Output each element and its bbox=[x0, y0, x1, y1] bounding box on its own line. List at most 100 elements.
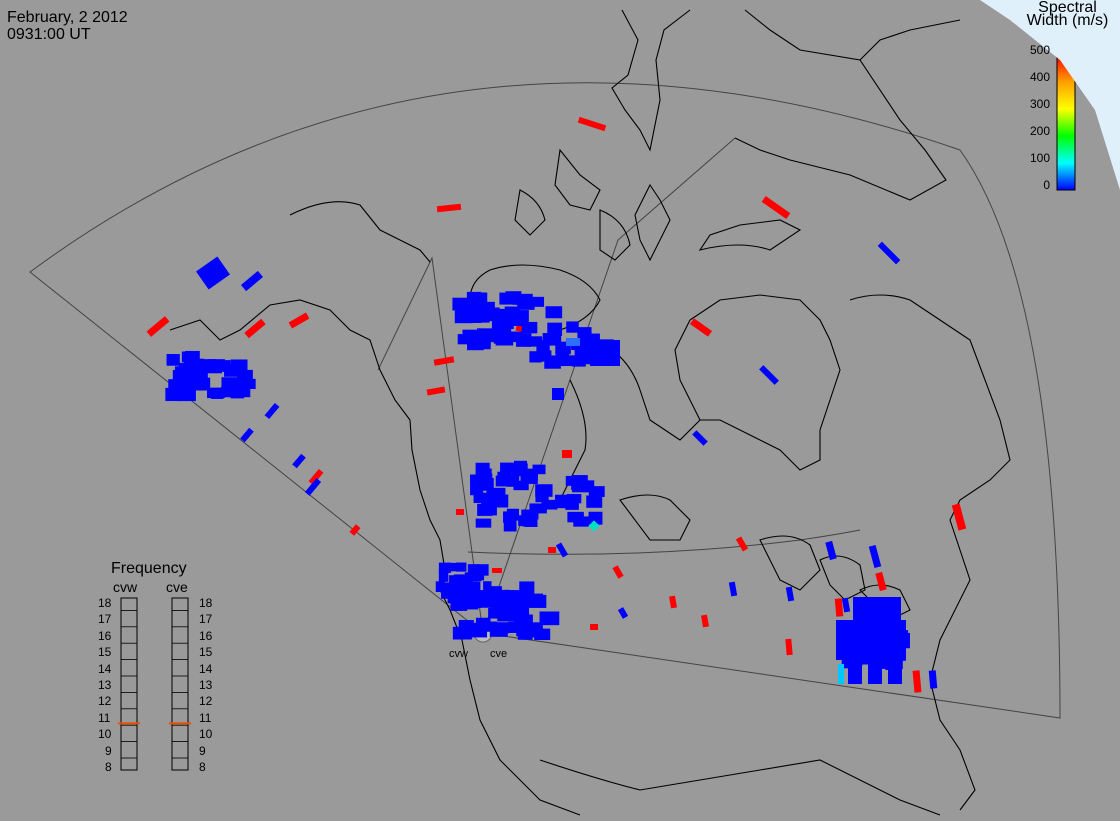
echo-cell bbox=[495, 326, 512, 341]
echo-cell bbox=[436, 203, 462, 213]
echo-cell bbox=[470, 483, 484, 496]
echo-cell bbox=[868, 544, 882, 569]
echo-cell bbox=[500, 462, 518, 473]
echo-cell bbox=[483, 581, 492, 593]
echo-cell bbox=[532, 464, 546, 475]
echo-cell bbox=[241, 270, 263, 292]
outside-region bbox=[980, 0, 1120, 190]
echo-cell bbox=[473, 493, 488, 504]
echo-cell bbox=[512, 294, 529, 305]
echo-cell bbox=[853, 597, 901, 623]
echo-cell bbox=[574, 348, 593, 359]
frequency-level-left: 13 bbox=[98, 678, 112, 692]
echo-cell bbox=[181, 351, 198, 362]
echo-cell bbox=[493, 494, 509, 508]
echo-cell bbox=[495, 475, 509, 487]
echo-cell bbox=[506, 508, 520, 521]
frequency-level-right: 11 bbox=[199, 710, 212, 725]
frequency-title: Frequency bbox=[111, 560, 187, 577]
echo-cell bbox=[868, 660, 882, 684]
echo-cell bbox=[524, 515, 538, 528]
echo-cell bbox=[475, 468, 492, 481]
echo-cell bbox=[728, 581, 738, 597]
coastlines bbox=[169, 9, 1011, 816]
echo-cell bbox=[456, 594, 473, 605]
colorscale-tick: 500 bbox=[1029, 43, 1050, 57]
echo-cell bbox=[571, 356, 586, 367]
echo-cell bbox=[503, 519, 517, 532]
echo-cell bbox=[617, 607, 629, 619]
colorscale-title-2: Width (m/s) bbox=[1026, 12, 1109, 29]
echo-cell bbox=[834, 598, 844, 617]
echo-cell bbox=[512, 603, 530, 616]
frequency-level-left: 11 bbox=[98, 710, 111, 725]
echo-cell bbox=[785, 586, 795, 602]
echo-cell bbox=[555, 542, 569, 558]
echo-cell bbox=[476, 301, 495, 313]
echo-cell bbox=[456, 562, 467, 572]
echo-cell bbox=[785, 638, 793, 656]
echo-cell bbox=[536, 340, 550, 352]
frequency-level-right: 16 bbox=[199, 628, 213, 643]
radar-label-cvw: cvw bbox=[449, 648, 468, 660]
frequency-column bbox=[171, 597, 189, 771]
echo-cell bbox=[476, 337, 491, 350]
colorscale-tick: 300 bbox=[1029, 97, 1050, 111]
echo-cell bbox=[468, 569, 482, 582]
echo-cell bbox=[230, 387, 245, 399]
frequency-level-right: 13 bbox=[199, 678, 213, 692]
echo-cell bbox=[701, 614, 709, 628]
echo-cell bbox=[490, 622, 509, 634]
echo-cell bbox=[562, 450, 572, 458]
echo-cell bbox=[951, 503, 967, 531]
echo-cell bbox=[588, 486, 605, 497]
echo-cell bbox=[240, 427, 254, 443]
echo-cell bbox=[292, 453, 306, 469]
echo-cell bbox=[669, 595, 677, 609]
echo-cell bbox=[308, 468, 324, 486]
echo-cell bbox=[529, 351, 542, 363]
colorscale-title-1: Spectral bbox=[1038, 0, 1097, 16]
echo-cell bbox=[146, 316, 170, 337]
echo-cell bbox=[759, 365, 779, 385]
echo-cell bbox=[513, 480, 529, 491]
echo-cell bbox=[264, 402, 280, 420]
echo-cell bbox=[566, 338, 580, 346]
echo-cell bbox=[586, 495, 603, 508]
frequency-level-right: 12 bbox=[199, 694, 213, 709]
echo-cell bbox=[541, 499, 558, 510]
echo-cell bbox=[211, 387, 224, 399]
echo-cell bbox=[577, 327, 592, 341]
echo-cell bbox=[493, 308, 512, 323]
frequency-level-left: 16 bbox=[98, 628, 112, 643]
frequency-level-left: 15 bbox=[98, 645, 112, 660]
echo-cell bbox=[577, 116, 607, 132]
echo-cell bbox=[506, 475, 520, 487]
echo-cell bbox=[580, 480, 595, 493]
time-label: 0931:00 UT bbox=[7, 26, 91, 43]
echo-cell bbox=[928, 670, 938, 689]
frequency-level-left: 9 bbox=[105, 743, 112, 758]
map-corner bbox=[980, 0, 1120, 190]
echo-cell bbox=[566, 321, 579, 333]
frequency-level-left: 10 bbox=[98, 727, 112, 742]
echo-cell bbox=[487, 591, 506, 603]
echo-cell bbox=[499, 292, 516, 305]
echo-cell bbox=[524, 336, 543, 347]
echo-cell bbox=[304, 478, 322, 496]
frequency-level-left: 18 bbox=[98, 596, 112, 610]
echo-cell bbox=[448, 562, 457, 572]
echo-cell bbox=[529, 503, 547, 514]
echo-cell bbox=[552, 388, 564, 400]
echo-cell bbox=[230, 359, 248, 372]
echo-cell bbox=[238, 378, 256, 390]
echo-cell bbox=[468, 305, 483, 318]
echo-cell bbox=[208, 359, 225, 371]
echo-cell bbox=[458, 580, 473, 589]
echo-cell bbox=[590, 624, 598, 630]
echo-cell bbox=[689, 318, 713, 337]
echo-cell bbox=[590, 340, 620, 366]
echo-cell bbox=[452, 297, 471, 311]
